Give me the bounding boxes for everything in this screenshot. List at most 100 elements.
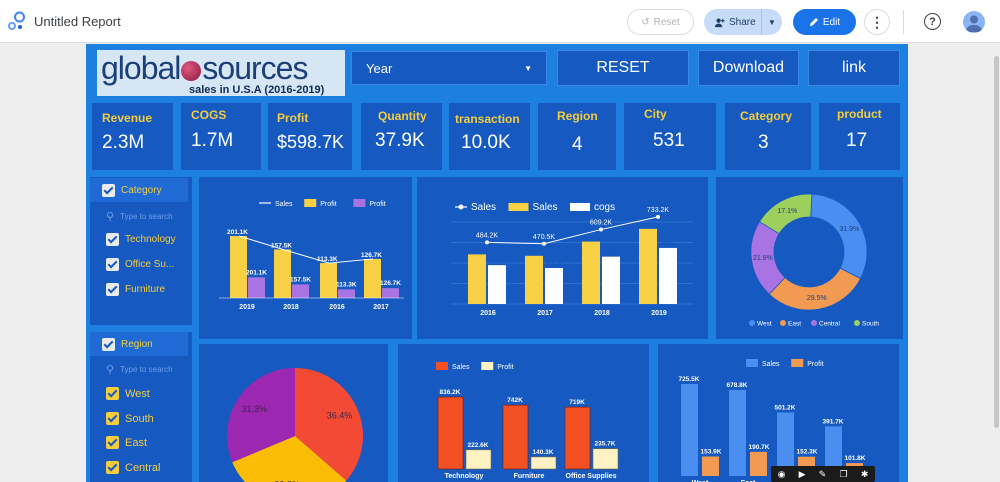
filter-option-furniture[interactable]: Furniture xyxy=(106,283,165,296)
donut-slice xyxy=(768,267,862,311)
filter-option-south[interactable]: South xyxy=(106,412,154,425)
legend-swatch xyxy=(780,320,786,326)
category-sales-profit-chart[interactable]: Sales Profit 836.2K 222.6K Technology 742K 140… xyxy=(398,344,649,482)
filter-option-east[interactable]: East xyxy=(106,436,147,449)
tick-label: 2017 xyxy=(537,310,553,317)
app-top-bar: Untitled Report ↺ Reset Share ▼ Edit ⋮ ? xyxy=(0,0,1000,43)
pie-slice xyxy=(295,368,364,481)
year-dropdown[interactable]: Year ▼ xyxy=(351,51,547,85)
donut-slice xyxy=(758,193,813,235)
pie-slice xyxy=(232,436,347,482)
tick-label: West xyxy=(692,480,709,482)
logo-left-text: global xyxy=(101,50,181,86)
slice-label: 36.4% xyxy=(327,411,353,421)
legend-label: Profit xyxy=(320,201,336,208)
camera-icon[interactable]: ◉ xyxy=(777,468,786,479)
checkbox[interactable] xyxy=(106,436,119,449)
share-main[interactable]: Share xyxy=(704,9,762,35)
filter-title: Region xyxy=(121,338,153,350)
chart-panel-1: Sales Profit Profit 2019 201.1K 201.1K 2018 157… xyxy=(199,177,412,339)
data-label: 153.9K xyxy=(701,448,722,455)
region-search-input[interactable]: ⚲ Type to search xyxy=(106,363,173,376)
avatar[interactable] xyxy=(963,11,985,33)
data-label: 140.3K xyxy=(533,449,554,456)
edit-button[interactable]: Edit xyxy=(793,9,856,35)
series-line xyxy=(486,216,659,245)
filter-option-technology[interactable]: Technology xyxy=(106,233,176,246)
video-icon[interactable]: ▶ xyxy=(798,468,806,479)
kpi-profit: Profit $598.7K xyxy=(268,103,352,170)
bar xyxy=(592,448,619,470)
checkbox[interactable] xyxy=(106,461,119,474)
page-scrollbar[interactable] xyxy=(994,56,999,428)
kpi-revenue: Revenue 2.3M xyxy=(92,103,173,170)
kpi-category: Category 3 xyxy=(725,103,811,170)
select-all-checkbox[interactable] xyxy=(102,183,115,197)
filter-option-central[interactable]: Central xyxy=(106,461,160,474)
kpi-value: 2.3M xyxy=(102,132,145,153)
region-donut-chart[interactable]: 31.9% 29.5% 21.8% 17.1% West East Central South xyxy=(716,177,903,339)
logo-wordmark: global sources xyxy=(101,50,308,87)
option-label: South xyxy=(125,412,154,425)
category-filter: Category ⚲ Type to search Technology Off… xyxy=(90,177,192,325)
tick-label: 2019 xyxy=(239,304,255,311)
sales-profit-by-year-chart[interactable]: Sales Profit Profit 2019 201.1K 201.1K 2018 157… xyxy=(199,177,412,339)
category-filter-header[interactable]: Category xyxy=(90,178,188,202)
pen-icon[interactable]: ✎ xyxy=(818,468,827,479)
filter-option-west[interactable]: West xyxy=(106,387,150,400)
kpi-transaction: transaction 10.0K xyxy=(449,103,530,170)
legend-label: Profit xyxy=(369,201,385,208)
data-label: 379.1K xyxy=(488,259,506,265)
kpi-value: 1.7M xyxy=(191,130,234,151)
checkbox[interactable] xyxy=(106,412,119,425)
data-label: 678.8K xyxy=(727,382,748,389)
filter-title: Category xyxy=(121,184,162,196)
checkbox[interactable] xyxy=(106,233,119,246)
report-canvas: global sources sales in U.S.A (2016-2019)… xyxy=(86,44,908,482)
checkbox[interactable] xyxy=(106,283,119,296)
reset-filters-label: RESET xyxy=(596,59,650,76)
bar xyxy=(525,255,543,304)
help-icon[interactable]: ? xyxy=(924,13,941,30)
share-dropdown-caret-icon[interactable]: ▼ xyxy=(768,17,776,27)
bar xyxy=(602,256,620,304)
settings-gear-icon[interactable]: ✱ xyxy=(860,468,869,479)
data-label: 351.4K xyxy=(545,262,563,268)
category-search-input[interactable]: ⚲ Type to search xyxy=(106,210,173,223)
data-label: 733.2K xyxy=(647,207,670,214)
data-label: 391.7K xyxy=(823,418,844,425)
option-label: Central xyxy=(125,461,161,474)
logo-ball-icon xyxy=(181,60,202,81)
more-options-icon[interactable]: ⋮ xyxy=(864,9,890,35)
download-button[interactable]: Download xyxy=(698,50,799,86)
tick-label: Technology xyxy=(445,473,484,480)
data-label: 742K xyxy=(507,397,523,404)
reset-filters-button[interactable]: RESET xyxy=(557,50,689,86)
sales-cogs-by-year-chart[interactable]: Sales Sales cogs 2016 484.2K 379.1K 2017 470.5K… xyxy=(417,177,708,339)
pie-chart[interactable]: 36.4% 32.3% 31.3% xyxy=(199,344,388,482)
logo-right-text: sources xyxy=(202,50,308,86)
filter-option-office-supplies[interactable]: Office Su... xyxy=(106,258,174,271)
data-label: 470.5K xyxy=(533,234,556,241)
chart-panel-2: Sales Sales cogs 2016 484.2K 379.1K 2017 470.5K… xyxy=(417,177,708,339)
checkbox[interactable] xyxy=(106,387,119,400)
reset-button-label: Reset xyxy=(653,16,680,28)
checkbox[interactable] xyxy=(106,258,119,271)
tabs-icon[interactable]: ❐ xyxy=(839,468,848,479)
region-filter-header[interactable]: Region xyxy=(90,332,188,356)
search-icon: ⚲ xyxy=(106,364,115,376)
tick-label: East xyxy=(741,480,756,482)
link-button[interactable]: link xyxy=(808,50,900,86)
share-button[interactable]: Share ▼ xyxy=(704,9,782,35)
data-label: 126.7K xyxy=(361,252,382,259)
kpi-label: Revenue xyxy=(102,111,153,125)
search-placeholder: Type to search xyxy=(120,365,173,374)
report-title[interactable]: Untitled Report xyxy=(34,14,121,29)
region-sales-profit-chart[interactable]: Sales Profit 725.5K 153.9K West 678.8K 190.7K E… xyxy=(658,344,899,482)
legend-label: Sales xyxy=(762,361,780,368)
select-all-checkbox[interactable] xyxy=(102,337,115,351)
option-label: East xyxy=(125,436,148,449)
pencil-icon xyxy=(809,18,818,26)
region-filter: Region ⚲ Type to search West South East … xyxy=(90,332,192,482)
reset-button[interactable]: ↺ Reset xyxy=(627,9,694,35)
